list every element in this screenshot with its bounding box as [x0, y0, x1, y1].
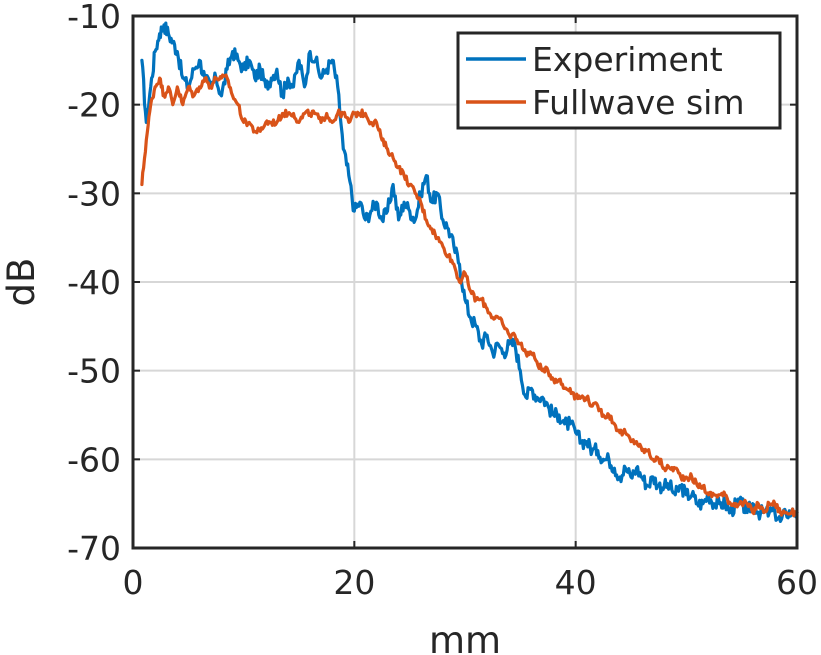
y-tick-label: -30	[67, 174, 121, 213]
y-axis-label: dB	[0, 258, 43, 307]
legend-box	[456, 31, 782, 130]
legend-label-experiment: Experiment	[532, 40, 723, 79]
series-layer	[140, 21, 799, 524]
y-tick-labels: -70 -60 -50 -40 -30 -20 -10	[67, 0, 121, 568]
y-tick-label: -60	[67, 440, 121, 479]
x-tick-label: 60	[776, 563, 818, 602]
x-tick-label: 0	[123, 563, 144, 602]
y-tick-label: -40	[67, 263, 121, 302]
x-tick-label: 40	[555, 563, 597, 602]
legend-label-fullwave-sim: Fullwave sim	[532, 83, 744, 122]
y-tick-label: -70	[67, 529, 121, 568]
x-axis-label: mm	[429, 619, 501, 655]
y-tick-label: -50	[67, 352, 121, 391]
series-line-experiment	[140, 21, 799, 524]
tick-marks	[132, 15, 798, 549]
series-line-fullwave-sim	[140, 73, 799, 518]
y-tick-label: -10	[67, 0, 121, 36]
x-tick-labels: 0 20 40 60	[123, 563, 819, 602]
y-tick-label: -20	[67, 86, 121, 125]
x-tick-label: 20	[333, 563, 375, 602]
legend[interactable]: Experiment Fullwave sim	[456, 31, 782, 130]
